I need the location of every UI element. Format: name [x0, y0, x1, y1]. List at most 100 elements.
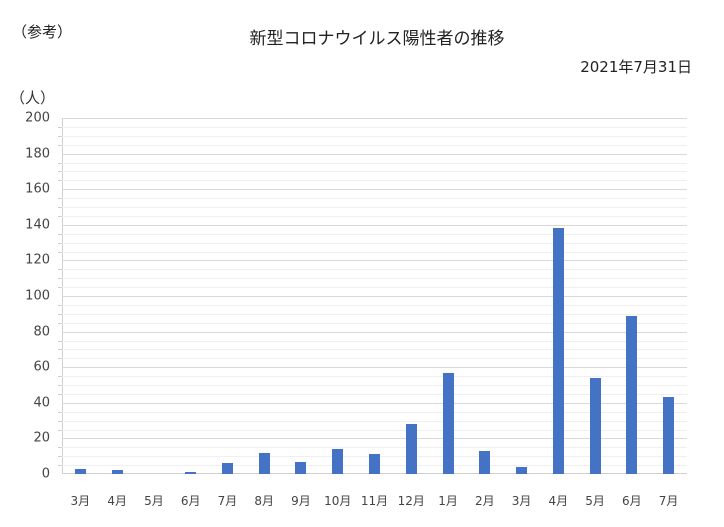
x-tick-label: 3月 [70, 494, 91, 508]
x-tick-label: 1月 [438, 494, 458, 508]
minor-gridline [62, 411, 687, 413]
x-tick-label: 9月 [291, 494, 311, 508]
minor-gridline [62, 278, 687, 280]
x-tick-label: 8月 [254, 494, 275, 508]
minor-tick [58, 385, 62, 386]
minor-gridline [62, 162, 687, 164]
major-gridline [62, 367, 687, 369]
minor-gridline [62, 429, 687, 431]
major-gridline [62, 224, 687, 226]
minor-gridline [62, 251, 687, 253]
minor-gridline [62, 207, 687, 208]
minor-tick [58, 429, 62, 431]
minor-gridline [62, 376, 687, 378]
minor-tick [58, 411, 62, 413]
x-tick-label: 7月 [217, 494, 238, 508]
minor-gridline [62, 135, 687, 137]
minor-tick [58, 456, 62, 458]
reference-note: （参考） [12, 23, 73, 41]
major-gridline [62, 189, 687, 191]
major-gridline [62, 153, 687, 155]
major-gridline [62, 402, 687, 404]
x-tick-label: 3月 [511, 494, 532, 508]
major-gridline [62, 438, 687, 440]
x-tick-label: 11月 [360, 494, 389, 508]
bar [663, 397, 675, 474]
minor-tick [58, 447, 62, 449]
minor-tick [58, 287, 62, 289]
bar [626, 315, 638, 474]
minor-tick [58, 420, 62, 422]
minor-gridline [62, 322, 687, 324]
x-tick-label: 4月 [548, 494, 569, 508]
x-tick-label: 4月 [107, 494, 127, 508]
x-tick-label: 12月 [397, 494, 425, 508]
y-tick-label: 120 [25, 252, 50, 268]
bar [185, 472, 197, 474]
major-gridline [62, 296, 687, 297]
bar [479, 450, 491, 474]
bar [295, 461, 307, 474]
minor-tick [58, 144, 62, 146]
minor-gridline [62, 385, 687, 386]
minor-gridline [62, 420, 687, 422]
minor-tick [58, 126, 62, 128]
minor-tick [58, 207, 62, 208]
y-tick-label: 20 [33, 430, 50, 446]
y-tick-label: 140 [25, 217, 50, 233]
minor-tick [58, 198, 62, 200]
minor-tick [58, 358, 62, 360]
minor-gridline [62, 171, 687, 173]
y-tick-label: 200 [25, 110, 50, 126]
minor-tick [58, 278, 62, 280]
minor-tick [58, 135, 62, 137]
minor-tick [58, 233, 62, 235]
minor-gridline [62, 447, 687, 449]
major-gridline [62, 331, 687, 333]
bar [111, 470, 123, 474]
minor-gridline [62, 349, 687, 351]
minor-tick [58, 171, 62, 173]
bar [442, 372, 454, 474]
minor-tick [58, 251, 62, 253]
bar [74, 468, 86, 474]
y-tick-label: 160 [25, 181, 50, 197]
y-tick-label: 0 [41, 466, 50, 482]
x-tick-label: 6月 [622, 494, 642, 508]
minor-gridline [62, 126, 687, 128]
bar [589, 377, 601, 474]
minor-gridline [62, 144, 687, 146]
minor-gridline [62, 269, 687, 271]
minor-tick [58, 162, 62, 164]
minor-tick [58, 376, 62, 378]
bar [258, 452, 270, 474]
y-tick-label: 60 [33, 359, 50, 375]
minor-gridline [62, 304, 687, 306]
bar [516, 466, 528, 474]
bar [332, 449, 344, 474]
major-gridline [62, 260, 687, 262]
minor-tick [58, 465, 62, 467]
x-tick-label: 2月 [474, 494, 495, 508]
y-tick-label: 180 [25, 146, 50, 162]
minor-gridline [62, 358, 687, 360]
y-tick-label: 100 [25, 288, 50, 304]
minor-gridline [62, 242, 687, 244]
x-tick-label: 5月 [144, 494, 164, 508]
minor-gridline [62, 393, 687, 395]
plot-area [58, 118, 687, 474]
bar [552, 228, 564, 474]
y-tick-label: 80 [33, 324, 50, 340]
x-tick-label: 7月 [658, 494, 679, 508]
minor-tick [58, 242, 62, 244]
minor-gridline [62, 287, 687, 289]
minor-tick [58, 322, 62, 324]
minor-tick [58, 180, 62, 182]
chart-date: 2021年7月31日 [580, 58, 692, 76]
y-axis-unit: （人） [10, 89, 56, 107]
x-tick-label: 5月 [585, 494, 605, 508]
minor-tick [58, 393, 62, 395]
x-tick-label: 10月 [324, 494, 352, 508]
bar [369, 454, 380, 474]
minor-gridline [62, 313, 687, 315]
